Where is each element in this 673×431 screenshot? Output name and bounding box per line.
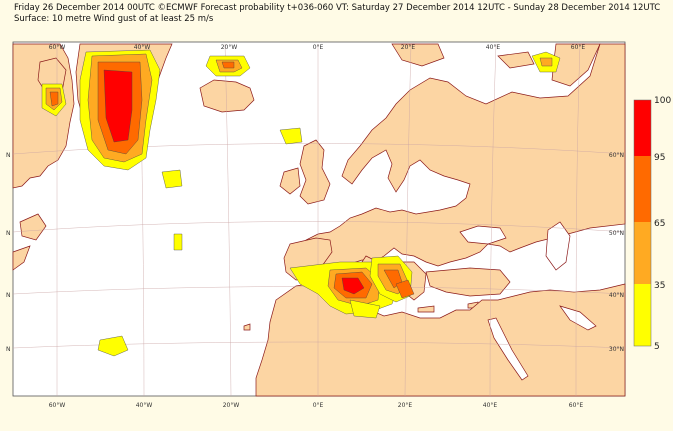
legend-label: 100 [654, 96, 671, 106]
parameter-subtitle: Surface: 10 metre Wind gust of at least … [14, 14, 214, 24]
legend-label: 35 [654, 281, 665, 291]
longitude-labels-bottom: 60°W 40°W 20°W 0°E 20°E 40°E 60°E [49, 402, 584, 409]
edge-label: N [6, 346, 11, 353]
legend-swatch-65-95 [634, 156, 651, 222]
legend-label: 95 [654, 153, 665, 163]
edge-label: N [6, 292, 11, 299]
lon-label: 40°W [134, 44, 151, 51]
forecast-title: Friday 26 December 2014 00UTC ©ECMWF For… [14, 3, 661, 13]
lon-label: 20°E [398, 402, 413, 409]
lon-label: 0°E [313, 44, 324, 51]
lon-label: 40°E [486, 44, 501, 51]
longitude-labels-top: 60°W 40°W 20°W 0°E 20°E 40°E 60°E [49, 44, 586, 51]
probability-contours [41, 49, 561, 357]
lon-label: 40°W [136, 402, 153, 409]
edge-label: N [6, 230, 11, 237]
lon-label: 60°W [49, 402, 66, 409]
probability-legend: 100 95 65 35 5 [633, 96, 671, 352]
lat-label: 30°N [609, 346, 624, 353]
edge-label: N [6, 152, 11, 159]
left-edge-labels: N N N N [6, 152, 11, 353]
lat-label: 50°N [609, 230, 624, 237]
lon-label: 20°W [221, 44, 238, 51]
lon-label: 0°E [313, 402, 324, 409]
lon-label: 40°E [483, 402, 498, 409]
latitude-labels: 60°N 50°N 40°N 30°N [609, 152, 624, 353]
lat-label: 40°N [609, 292, 624, 299]
lon-label: 20°W [223, 402, 240, 409]
legend-label: 65 [654, 219, 665, 229]
legend-swatch-95-100 [634, 100, 651, 156]
legend-swatch-5-35 [634, 284, 651, 346]
map-header: Friday 26 December 2014 00UTC ©ECMWF For… [14, 3, 660, 25]
legend-border [633, 99, 652, 347]
legend-label: 5 [654, 342, 660, 352]
lon-label: 20°E [401, 44, 416, 51]
lon-label: 60°W [49, 44, 66, 51]
lon-label: 60°E [571, 44, 586, 51]
legend-swatch-35-65 [634, 222, 651, 284]
lat-label: 60°N [609, 152, 624, 159]
lon-label: 60°E [569, 402, 584, 409]
